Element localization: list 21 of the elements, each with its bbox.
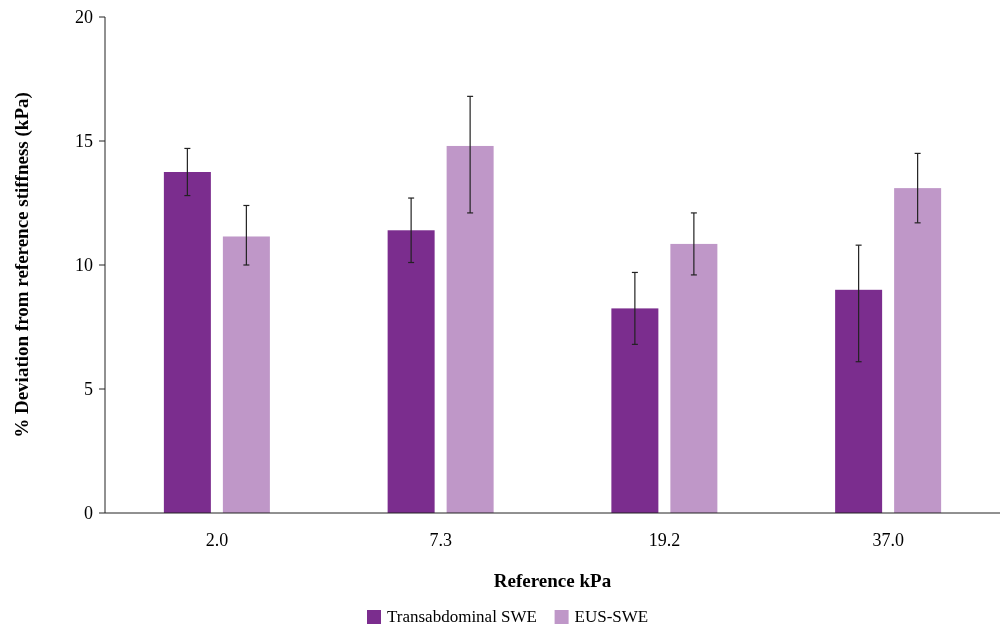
x-tick-label: 37.0 [872, 530, 904, 550]
bar [446, 145, 494, 513]
y-tick-label: 15 [75, 131, 93, 151]
x-axis-title: Reference kPa [493, 570, 612, 591]
bar [163, 172, 211, 513]
x-tick-label: 2.0 [205, 530, 229, 550]
bar [894, 188, 942, 513]
x-tick-label: 19.2 [648, 530, 681, 550]
bar [670, 243, 718, 513]
y-tick-label: 20 [75, 7, 93, 27]
bar [387, 230, 435, 513]
y-axis-title: % Deviation from reference stiffness (kPa) [11, 92, 33, 438]
bar [222, 236, 270, 513]
y-tick-label: 5 [84, 379, 93, 399]
y-tick-label: 10 [75, 255, 93, 275]
y-tick-label: 0 [84, 503, 93, 523]
bar [611, 308, 659, 513]
x-tick-label: 7.3 [429, 530, 452, 550]
legend-label: EUS-SWE [574, 607, 649, 626]
bar [835, 289, 883, 513]
legend-label: Transabdominal SWE [387, 607, 538, 626]
